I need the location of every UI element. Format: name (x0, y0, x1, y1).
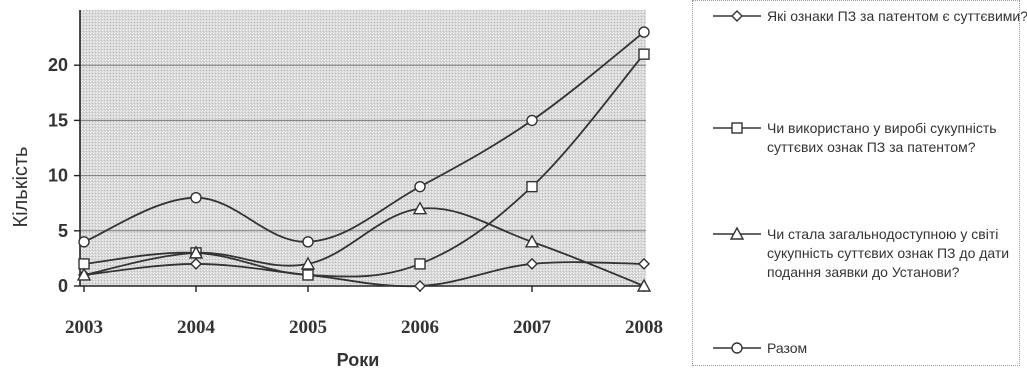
series-3-point-2006 (412, 201, 428, 215)
y-tick-labels: 0 5 10 15 20 (48, 55, 68, 296)
series-1-point-2006 (414, 280, 426, 292)
series-4-line (83, 31, 645, 243)
series-4-point-2006 (414, 180, 426, 193)
series-3-line (83, 207, 645, 287)
series-3 (76, 201, 652, 292)
legend-label-4: Разом (767, 340, 808, 356)
legend-key-circle (713, 342, 761, 354)
series-1-point-2008 (638, 257, 650, 270)
series-2-point-2005 (302, 269, 314, 281)
x-tick-label: 2007 (513, 317, 552, 338)
legend-label-3: Чи стала загальнодоступною у світі сукуп… (767, 226, 1010, 280)
plot-area (80, 10, 646, 286)
series-2-point-2006 (414, 258, 426, 270)
y-tick-label: 0 (58, 276, 68, 296)
series-1-line (83, 261, 645, 288)
series-2-point-2003 (78, 258, 90, 270)
series-3-point-2008 (636, 278, 652, 292)
y-tick-label: 15 (48, 110, 68, 130)
series-2-point-2008 (638, 48, 650, 60)
x-tick-labels: 2003 2004 2005 2006 2007 2008 (65, 317, 663, 338)
legend-key-square (713, 122, 761, 134)
series-1-point-2007 (526, 257, 538, 270)
series-2-point-2007 (526, 180, 538, 193)
x-axis-label: Роки (337, 350, 380, 370)
x-tick-label: 2006 (401, 317, 439, 338)
x-tick-label: 2004 (177, 317, 216, 338)
legend-label-1: Які ознаки ПЗ за патентом є суттєвими? (767, 8, 1027, 24)
gridlines (80, 64, 646, 232)
x-tick-label: 2008 (625, 317, 663, 338)
series-1-point-2004 (190, 257, 202, 270)
legend-label-2: Чи використано у виробі сукупність суттє… (767, 120, 997, 155)
y-tick-label: 5 (58, 221, 68, 241)
series-4-point-2004 (190, 191, 202, 204)
series-3-point-2003 (76, 267, 92, 281)
x-tick-label: 2003 (65, 317, 103, 338)
line-chart: 0 5 10 15 20 2003 2004 2005 2006 2007 2008 Кількі… (10, 10, 663, 370)
legend-key-triangle (713, 226, 761, 240)
y-axis-label: Кількість (10, 147, 32, 228)
series-3-point-2007 (524, 234, 540, 248)
series-lines (76, 26, 652, 292)
series-4-point-2008 (638, 26, 650, 38)
y-tick-label: 20 (48, 55, 68, 75)
y-tick-label: 10 (48, 166, 68, 186)
series-4-point-2003 (78, 236, 90, 248)
series-3-point-2005 (300, 256, 316, 270)
series-4-point-2007 (526, 114, 538, 127)
legend-key-diamond (713, 10, 761, 22)
series-4-point-2005 (302, 236, 314, 248)
series-3-point-2004 (188, 245, 204, 259)
series-4 (78, 26, 650, 248)
legend: Які ознаки ПЗ за патентом є суттєвими? Ч… (692, 0, 1027, 366)
x-tick-label: 2005 (289, 317, 327, 338)
